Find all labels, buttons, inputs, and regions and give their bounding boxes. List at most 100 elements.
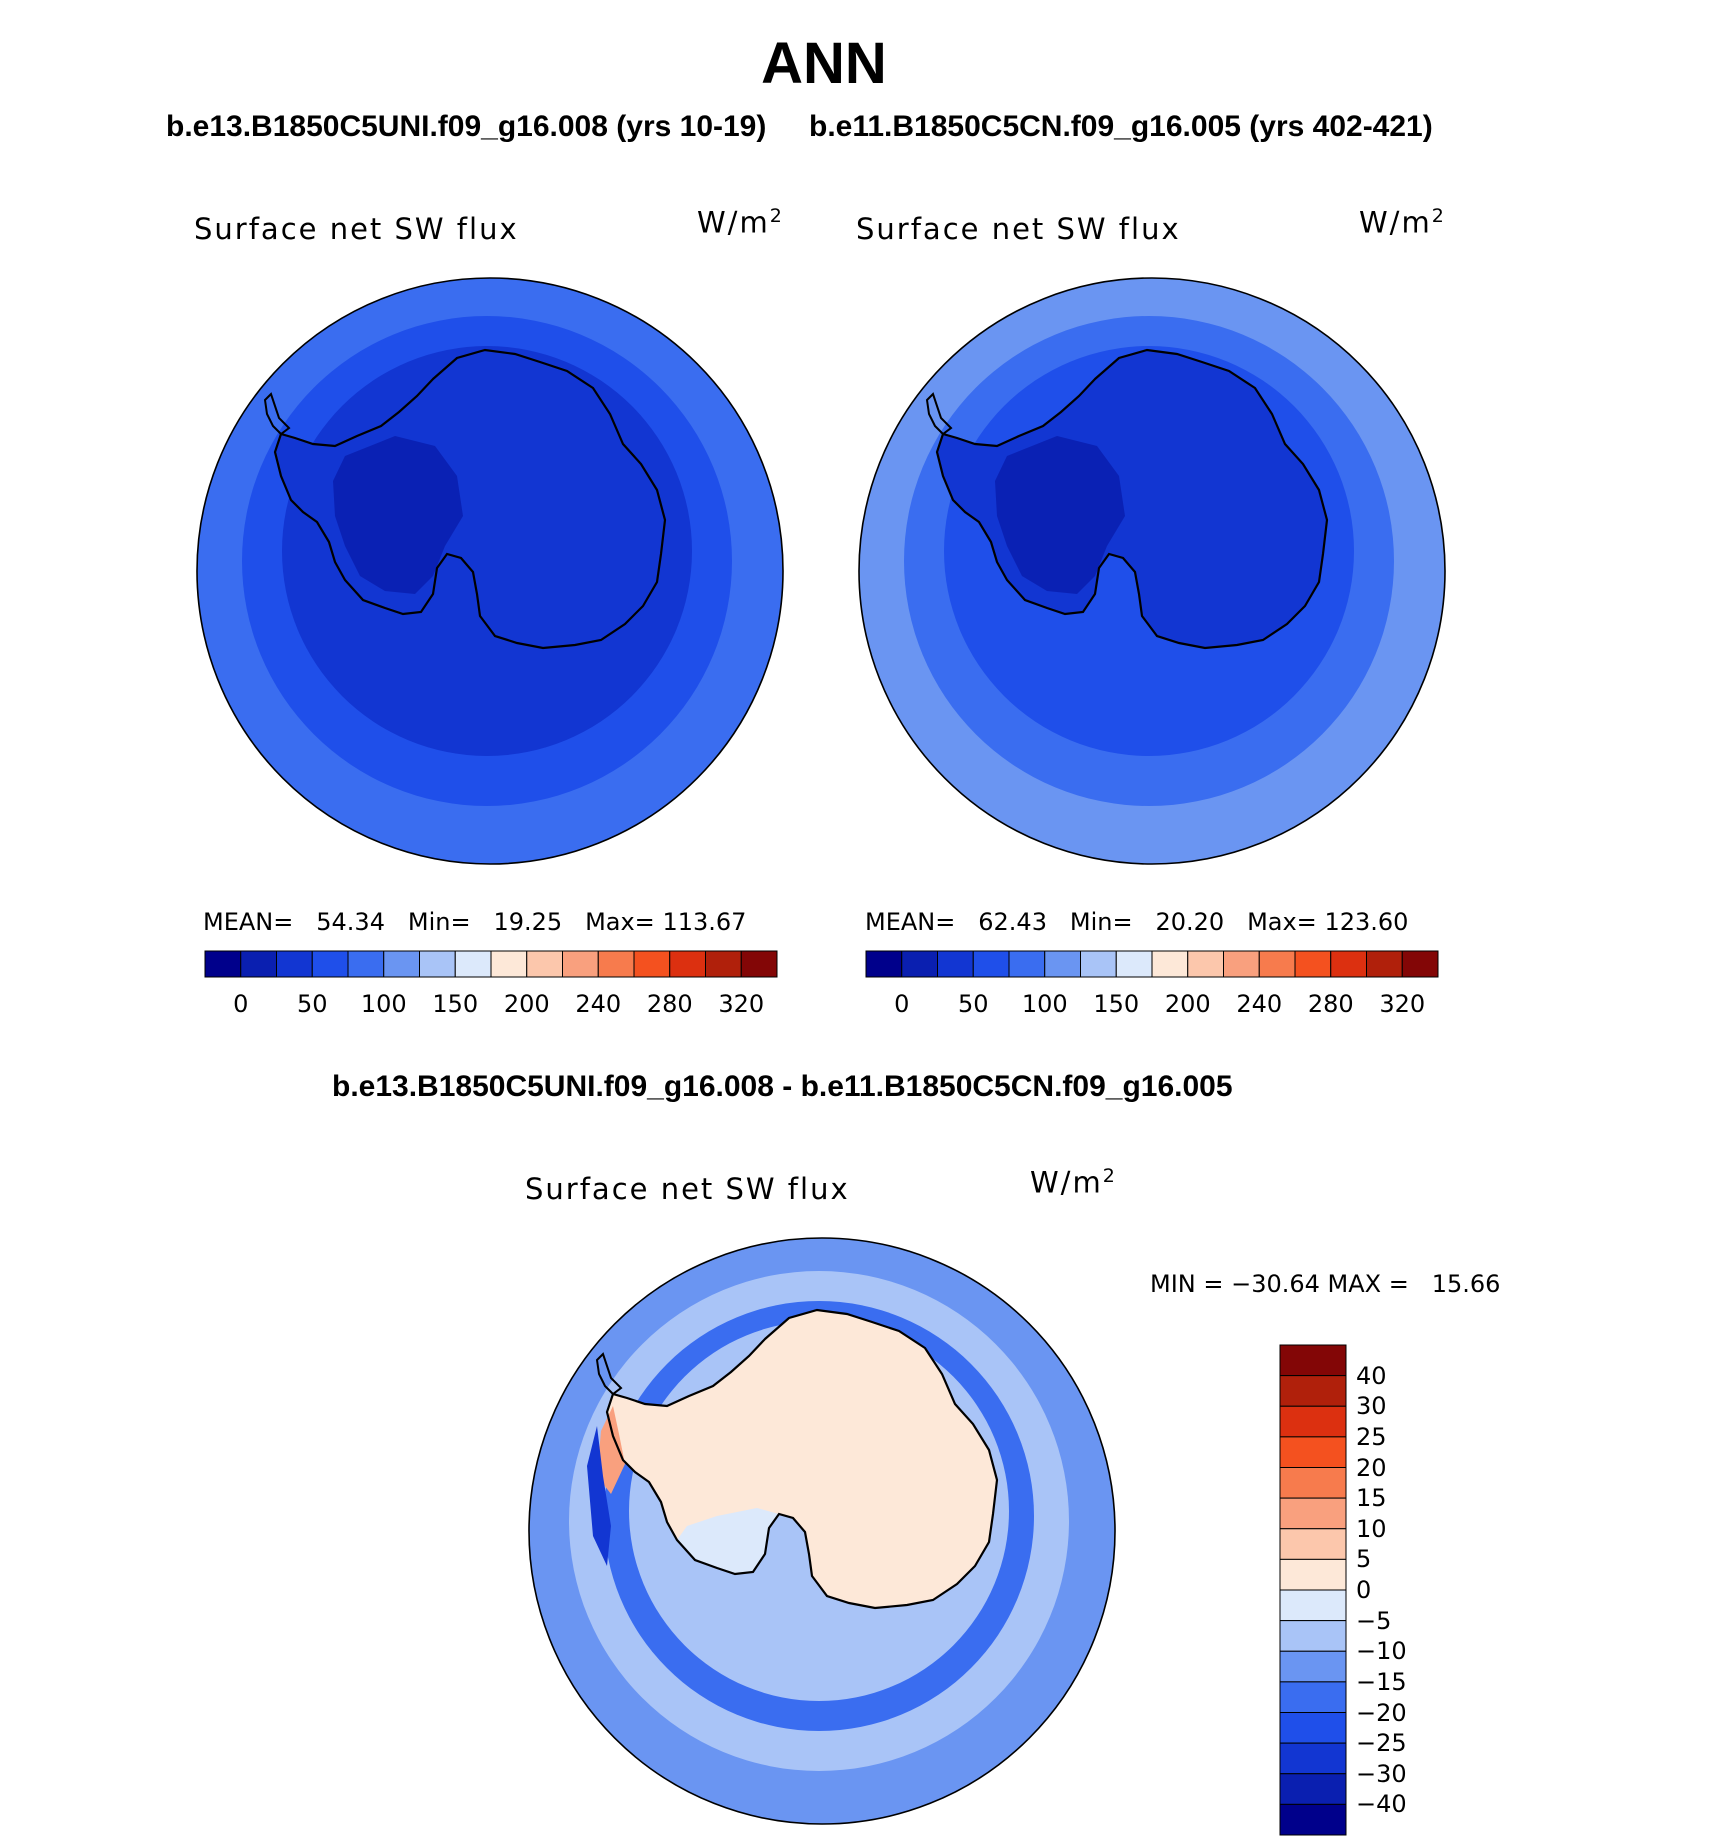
colorbar-swatch: [1223, 950, 1260, 978]
colorbar-swatch: [1279, 1436, 1347, 1468]
colorbar-swatch: [705, 950, 742, 978]
colorbar-swatch: [633, 950, 671, 978]
map-boundary: [196, 277, 784, 865]
colorbar-swatch: [1294, 950, 1332, 978]
colorbar-swatch: [1279, 1589, 1347, 1622]
panel3-units-label: W/m2: [1030, 1165, 1117, 1200]
colorbar-swatch: [972, 950, 1010, 978]
colorbar-tick-label: 50: [296, 990, 328, 1018]
colorbar-tick-label: 150: [1093, 990, 1140, 1018]
colorbar-swatch: [526, 950, 563, 978]
colorbar-swatch: [669, 950, 706, 978]
peninsula-coastline: [925, 392, 953, 436]
colorbar-swatch: [1279, 1803, 1347, 1836]
colorbar-tick-label: 0: [894, 990, 910, 1018]
colorbar-swatch: [1279, 1742, 1347, 1775]
colorbar-swatch: [1279, 1528, 1347, 1560]
colorbar-swatch: [1279, 1375, 1347, 1407]
colorbar-swatch: [311, 950, 349, 978]
colorbar-tick-label: −10: [1356, 1637, 1407, 1666]
colorbar-tick-label: 30: [1356, 1392, 1387, 1421]
diff-title: b.e13.B1850C5UNI.f09_g16.008 - b.e11.B18…: [332, 1070, 1233, 1103]
colorbar-swatch: [1279, 1620, 1347, 1652]
colorbar-tick-label: 280: [646, 990, 693, 1018]
colorbar-swatch: [1279, 1712, 1347, 1744]
colorbar-swatch: [1279, 1497, 1347, 1530]
colorbar-swatch: [1279, 1558, 1347, 1591]
colorbar-swatch: [740, 950, 778, 978]
colorbar-swatch: [1258, 950, 1296, 978]
colorbar-swatch: [240, 950, 277, 978]
map-boundary: [858, 277, 1446, 865]
panel2-colorbar: [865, 950, 1439, 978]
case2-title: b.e11.B1850C5CN.f09_g16.005 (yrs 402-421…: [809, 110, 1433, 143]
colorbar-swatch: [901, 950, 938, 978]
colorbar-tick-label: 320: [1379, 990, 1426, 1018]
colorbar-tick-label: −15: [1356, 1667, 1407, 1696]
colorbar-tick-label: 150: [432, 990, 479, 1018]
colorbar-tick-label: 200: [1164, 990, 1211, 1018]
colorbar-tick-label: 280: [1307, 990, 1354, 1018]
colorbar-swatch: [276, 950, 313, 978]
colorbar-swatch: [1151, 950, 1189, 978]
colorbar-tick-label: 100: [360, 990, 407, 1018]
colorbar-tick-label: 0: [1356, 1576, 1372, 1604]
panel1-colorbar: [204, 950, 778, 978]
panel3-variable-label: Surface net SW flux: [525, 1172, 850, 1206]
colorbar-tick-label: 0: [233, 990, 249, 1018]
panel2-units-label: W/m2: [1359, 205, 1446, 240]
colorbar-swatch: [1279, 1773, 1347, 1805]
colorbar-tick-label: −20: [1356, 1698, 1407, 1727]
colorbar-swatch: [1279, 1681, 1347, 1713]
colorbar-swatch: [204, 950, 242, 978]
page-title: ANN: [761, 31, 887, 96]
colorbar-tick-label: 5: [1356, 1545, 1372, 1574]
colorbar-tick-label: −30: [1356, 1759, 1407, 1788]
colorbar-tick-label: 20: [1356, 1453, 1387, 1482]
colorbar-tick-label: −25: [1356, 1729, 1407, 1758]
panel2-variable-label: Surface net SW flux: [856, 212, 1181, 246]
peninsula-coastline: [595, 1352, 623, 1396]
colorbar-swatch: [419, 950, 456, 978]
colorbar-swatch: [347, 950, 385, 978]
colorbar-swatch: [1279, 1344, 1347, 1377]
colorbar-tick-label: −5: [1356, 1606, 1392, 1635]
map-boundary: [528, 1237, 1116, 1825]
interior-region: [333, 436, 463, 594]
colorbar-swatch: [383, 950, 420, 978]
colorbar-tick-label: 50: [957, 990, 989, 1018]
colorbar-swatch: [1401, 950, 1439, 978]
colorbar-swatch: [1008, 950, 1046, 978]
colorbar-tick-label: 240: [1236, 990, 1283, 1018]
panel2-stats: MEAN= 62.43 Min= 20.20 Max= 123.60: [865, 908, 1409, 936]
peninsula-coastline: [263, 392, 291, 436]
colorbar-swatch: [865, 950, 903, 978]
colorbar-tick-label: 25: [1356, 1422, 1387, 1451]
colorbar-swatch: [1279, 1467, 1347, 1499]
panel1-variable-label: Surface net SW flux: [194, 212, 519, 246]
colorbar-swatch: [937, 950, 974, 978]
colorbar-swatch: [562, 950, 599, 978]
colorbar-swatch: [1044, 950, 1081, 978]
colorbar-swatch: [454, 950, 492, 978]
colorbar-tick-label: −40: [1356, 1790, 1407, 1819]
colorbar-tick-label: 100: [1021, 990, 1068, 1018]
colorbar-swatch: [1366, 950, 1403, 978]
colorbar-tick-label: 320: [718, 990, 765, 1018]
colorbar-swatch: [1279, 1405, 1347, 1438]
interior-region: [995, 436, 1125, 594]
colorbar-swatch: [1330, 950, 1367, 978]
panel1-stats: MEAN= 54.34 Min= 19.25 Max= 113.67: [203, 908, 747, 936]
colorbar-swatch: [1115, 950, 1153, 978]
colorbar-swatch: [1080, 950, 1117, 978]
panel3-colorbar: [1279, 1344, 1347, 1836]
panel2-polar-map: [858, 277, 1446, 865]
panel1-polar-map: [196, 277, 784, 865]
colorbar-swatch: [1187, 950, 1224, 978]
colorbar-tick-label: 15: [1356, 1484, 1387, 1513]
panel1-units-label: W/m2: [697, 205, 784, 240]
panel3-stats: MIN = −30.64 MAX = 15.66: [1150, 1270, 1501, 1298]
colorbar-tick-label: 200: [503, 990, 550, 1018]
case1-title: b.e13.B1850C5UNI.f09_g16.008 (yrs 10-19): [166, 110, 767, 143]
colorbar-swatch: [597, 950, 635, 978]
